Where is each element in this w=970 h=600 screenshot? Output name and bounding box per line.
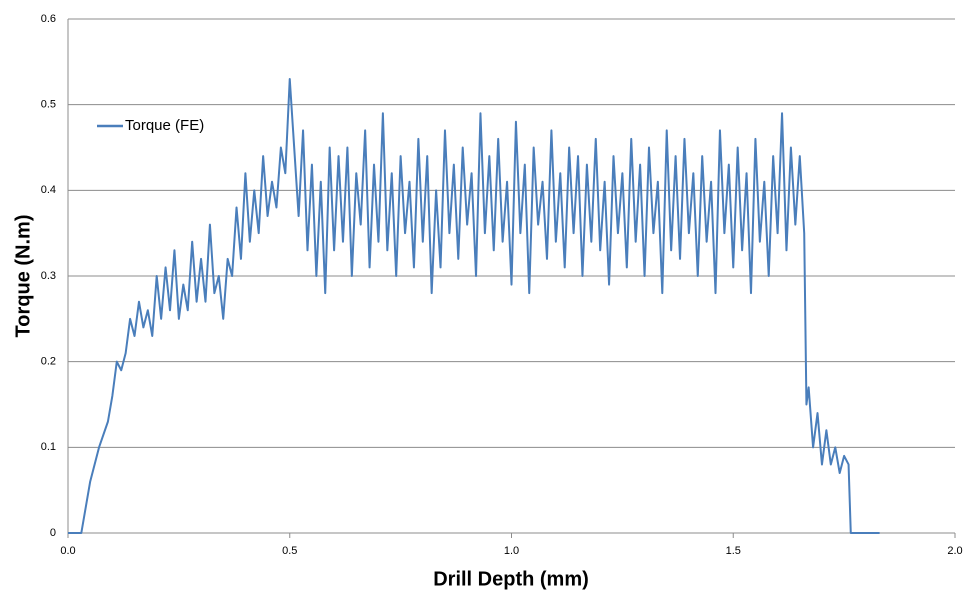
y-tick-label: 0.2 (41, 356, 56, 368)
y-tick-label: 0.5 (41, 99, 56, 111)
x-tick-label: 0.0 (60, 545, 75, 557)
y-tick-label: 0.4 (41, 184, 56, 196)
x-tick-label: 2.0 (947, 545, 962, 557)
y-tick-label: 0.3 (41, 270, 56, 282)
y-tick-label: 0 (50, 527, 56, 539)
x-tick-label: 0.5 (282, 545, 297, 557)
y-tick-label: 0.6 (41, 13, 56, 25)
y-axis-title: Torque (N.m) (12, 215, 34, 338)
legend-label: Torque (FE) (125, 117, 204, 134)
x-axis-title: Drill Depth (mm) (433, 568, 589, 590)
data-line (68, 77, 880, 534)
x-tick-label: 1.0 (504, 545, 519, 557)
x-tick-label: 1.5 (726, 545, 741, 557)
y-tick-label: 0.1 (41, 441, 56, 453)
